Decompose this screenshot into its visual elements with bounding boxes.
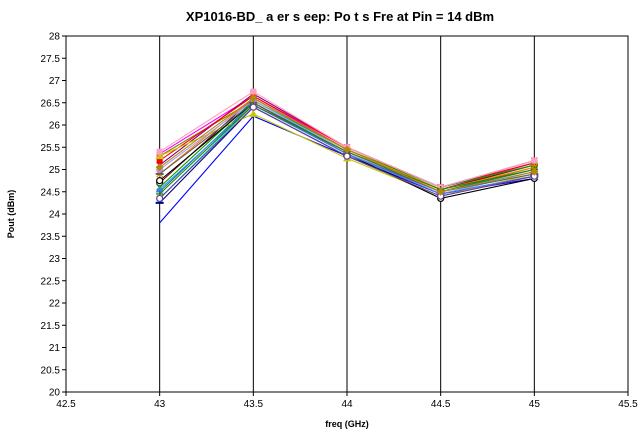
- y-tick-label: 25: [49, 165, 61, 176]
- x-tick-label: 44.5: [431, 399, 451, 410]
- data-point: [343, 145, 351, 154]
- y-tick-label: 23.5: [41, 232, 61, 243]
- data-point: [436, 187, 445, 196]
- data-point: [249, 94, 258, 103]
- x-tick-labels: 42.5 43 43.5 44 44.5 45 45.5: [56, 392, 638, 410]
- x-tick-label: 43.5: [244, 399, 264, 410]
- data-point: [156, 177, 164, 185]
- data-point: [250, 88, 257, 95]
- y-tick-label: 25.5: [41, 143, 61, 154]
- y-tick-label: 26.5: [41, 98, 61, 109]
- x-tick-label: 43: [154, 399, 166, 410]
- data-point: [156, 157, 163, 164]
- data-point: [249, 103, 257, 111]
- y-tick-label: 20.5: [41, 365, 61, 376]
- data-point: [155, 185, 164, 193]
- y-tick-label: 27.5: [41, 54, 61, 65]
- y-tick-label: 22.5: [41, 276, 61, 287]
- y-axis-label: Pout (dBm): [6, 190, 16, 239]
- data-point: [156, 194, 164, 203]
- y-tick-label: 23: [49, 254, 61, 265]
- x-tick-label: 45: [529, 399, 541, 410]
- y-tick-label: 27: [49, 76, 61, 87]
- data-point: [155, 163, 164, 172]
- series-group: [155, 88, 539, 224]
- data-point: [343, 152, 351, 160]
- y-tick-label: 20: [49, 388, 61, 399]
- y-tick-label: 21: [49, 343, 61, 354]
- y-tick-label: 26: [49, 121, 61, 132]
- y-tick-label: 24: [49, 210, 61, 221]
- data-point: [249, 109, 258, 117]
- y-tick-label: 21.5: [41, 321, 61, 332]
- x-tick-label: 44: [341, 399, 353, 410]
- y-tick-label: 22: [49, 299, 61, 310]
- x-axis-label: freq (GHz): [325, 419, 369, 429]
- series-19: [156, 103, 538, 203]
- data-point: [530, 167, 539, 176]
- y-tick-label: 24.5: [41, 187, 61, 198]
- y-tick-label: 28: [49, 32, 61, 43]
- x-tick-label: 45.5: [618, 399, 638, 410]
- data-point: [156, 148, 163, 155]
- chart-title: XP1016-BD_ a er s eep: Po t s Fre at Pin…: [186, 9, 494, 24]
- data-point: [155, 152, 164, 160]
- x-tick-label: 42.5: [56, 399, 76, 410]
- y-tick-labels: 20 20.5 21 21.5 22 22.5 23 23.5 24 24.5 25 25.5 26 26…: [41, 32, 66, 399]
- data-point: [531, 157, 538, 164]
- series-20: [155, 94, 539, 196]
